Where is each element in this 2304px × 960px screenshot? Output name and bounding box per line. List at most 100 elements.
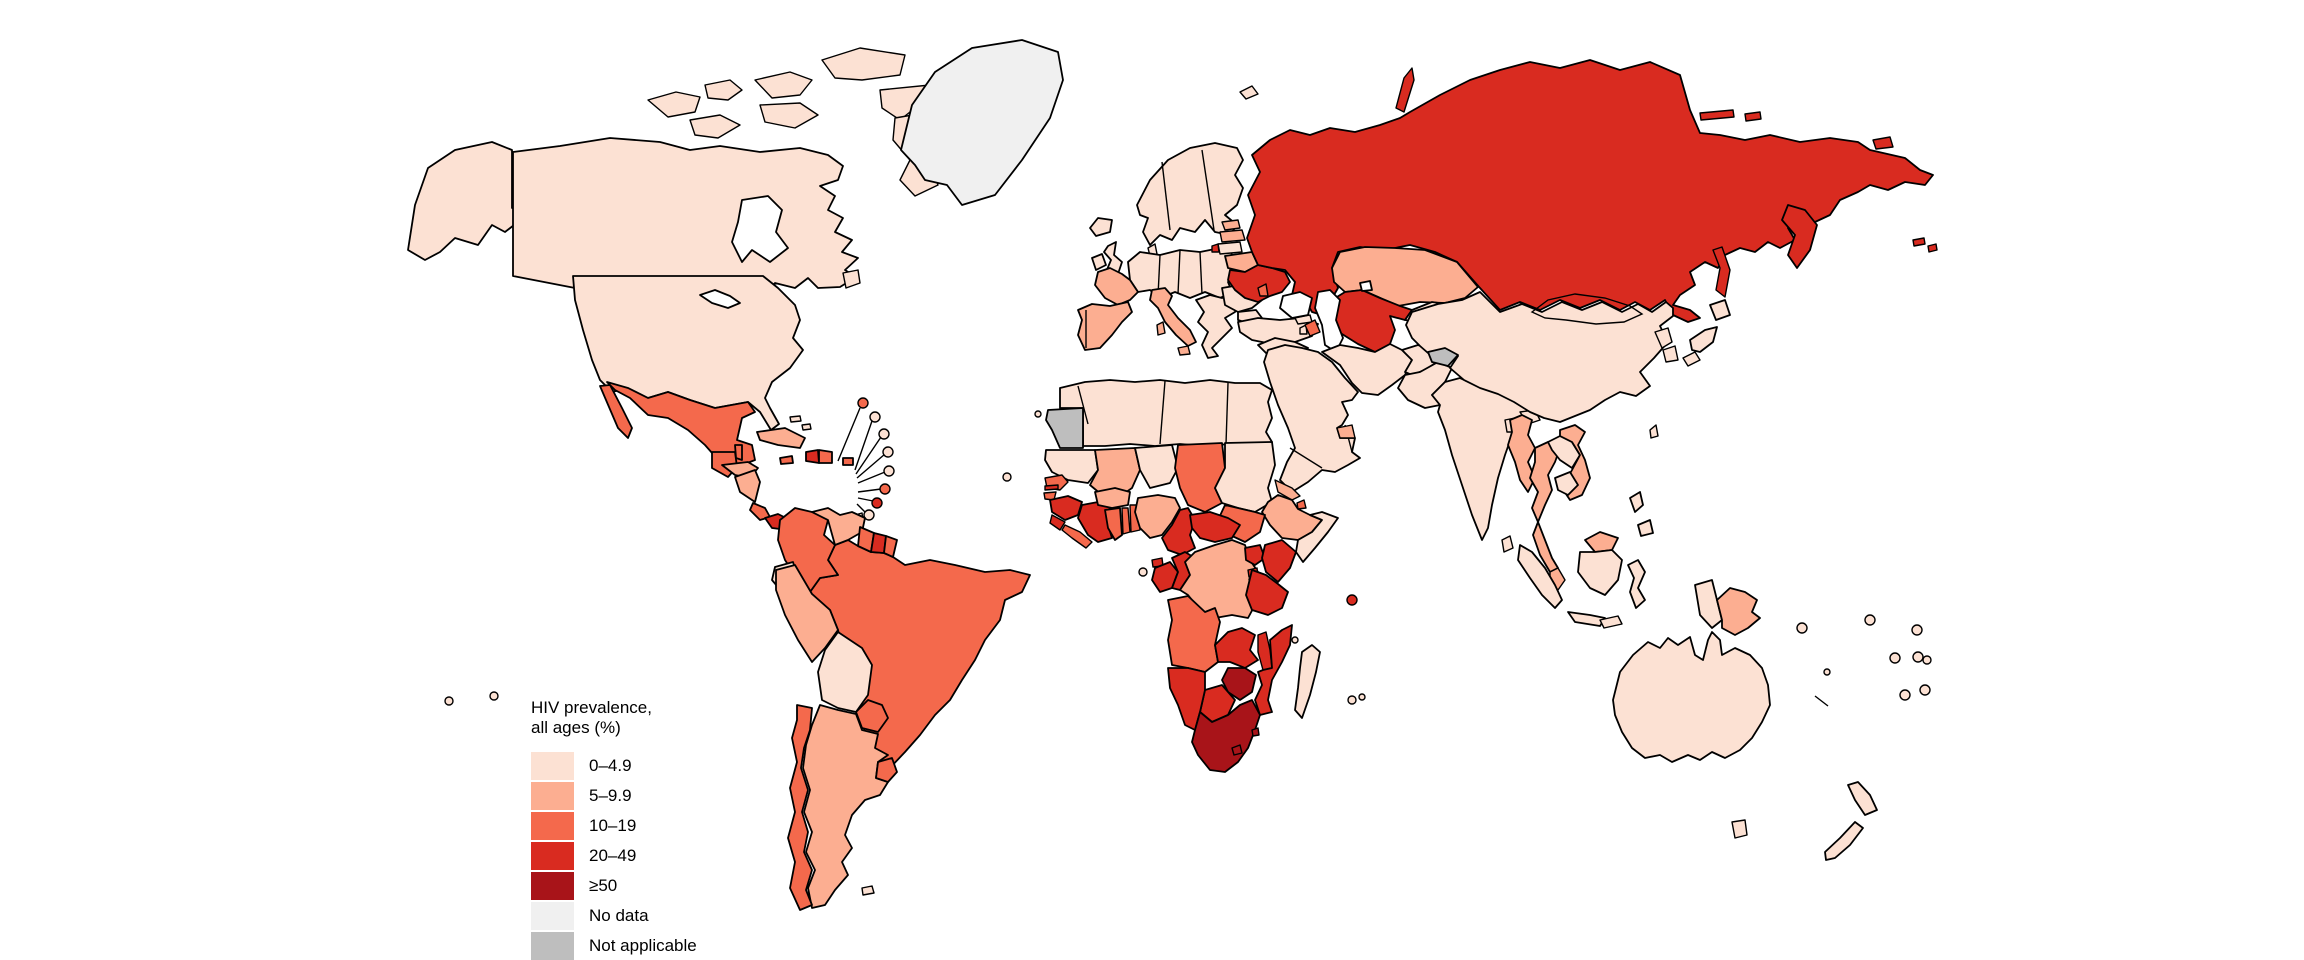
- country-madagascar: [1294, 644, 1321, 719]
- country-pacific-island: [1922, 655, 1932, 665]
- country-arctic-island: [759, 102, 819, 129]
- country-jamaica: [779, 455, 794, 465]
- legend-title-line1: HIV prevalence,: [531, 698, 652, 717]
- country-new-zealand-south: [1824, 821, 1864, 861]
- country-kuril: [1912, 237, 1926, 247]
- country-dominican-republic: [818, 449, 833, 464]
- country-kenya: [1261, 539, 1297, 583]
- country-azerbaijan: [1304, 319, 1321, 337]
- country-iberia: [1077, 301, 1133, 351]
- country-sierra-leone: [1049, 514, 1066, 531]
- country-seychelles: [1346, 594, 1358, 606]
- country-papua-new-guinea: [1716, 587, 1761, 636]
- country-kalimantan: [1577, 549, 1623, 596]
- legend-swatch-0-4-9: [531, 752, 574, 780]
- aral-sea: [1359, 280, 1373, 292]
- country-japan-south: [1682, 351, 1701, 367]
- country-uganda: [1244, 544, 1266, 566]
- country-peru: [775, 564, 839, 663]
- country-pacific-island: [1796, 622, 1808, 634]
- country-caribbean-island: [871, 497, 883, 509]
- country-puerto-rico: [842, 457, 854, 466]
- country-mozambique: [1254, 624, 1293, 716]
- country-sicily: [1177, 345, 1191, 356]
- country-zambia: [1214, 627, 1259, 669]
- country-eswatini: [1251, 727, 1260, 737]
- country-tasmania: [1731, 819, 1748, 839]
- legend-swatch-not-applicable: [531, 932, 574, 960]
- legend-swatch-5-9-9: [531, 782, 574, 810]
- country-svalbard: [1239, 85, 1259, 100]
- country-liberia: [1061, 524, 1093, 549]
- country-kashmir: [1427, 347, 1459, 367]
- leader-line: [856, 503, 866, 513]
- country-france: [1094, 267, 1139, 306]
- country-mexico: [606, 381, 756, 468]
- country-severnaya: [1699, 109, 1735, 121]
- country-gambia: [1044, 484, 1059, 491]
- legend-row: ≥50: [531, 872, 697, 900]
- country-cape-verde: [1002, 472, 1012, 482]
- country-caribbean-island: [863, 509, 875, 521]
- country-burkina-faso: [1094, 487, 1131, 509]
- legend-row: Not applicable: [531, 932, 697, 960]
- legend-row: 0–4.9: [531, 752, 697, 780]
- country-nicaragua: [734, 469, 761, 503]
- country-caribbean-island: [878, 428, 890, 440]
- country-lesotho: [1231, 744, 1243, 756]
- country-kuril: [1927, 243, 1938, 253]
- country-western-sahara: [1045, 407, 1084, 449]
- country-japan-hokkaido: [1709, 299, 1731, 321]
- country-iceland: [1089, 217, 1113, 237]
- country-moldova: [1257, 283, 1269, 297]
- country-pacific-island: [1864, 614, 1876, 626]
- country-sumatra: [1517, 544, 1563, 609]
- country-caribbean-island: [882, 446, 894, 458]
- country-sri-lanka: [1501, 535, 1514, 553]
- yemen-border: [1289, 447, 1323, 469]
- norway-sweden-border: [1161, 161, 1171, 231]
- great-lakes: [699, 289, 741, 309]
- country-sardinia: [1156, 321, 1166, 336]
- hudson-bay: [731, 195, 789, 263]
- country-sao-tome: [1138, 567, 1148, 577]
- country-new-zealand-north: [1847, 781, 1878, 816]
- country-greenland: [900, 39, 1064, 206]
- legend-title-line2: all ages (%): [531, 718, 621, 737]
- country-north-africa: [1059, 379, 1273, 447]
- legend-swatch-20-49: [531, 842, 574, 870]
- country-belize: [734, 444, 743, 461]
- country-cambodia: [1554, 471, 1579, 496]
- leader-line: [857, 488, 882, 493]
- country-novaya-zemlya: [1395, 67, 1415, 113]
- country-dr-congo: [1179, 539, 1259, 619]
- country-arctic-island: [704, 79, 743, 101]
- morocco-algeria-border: [1077, 385, 1089, 425]
- country-kamchatka: [1781, 204, 1818, 269]
- legend-swatch-10-19: [531, 812, 574, 840]
- country-arctic-island: [754, 71, 813, 99]
- legend-row: 5–9.9: [531, 782, 697, 810]
- leader-line: [854, 420, 873, 471]
- country-china: [1405, 291, 1674, 423]
- legend-label: 5–9.9: [589, 786, 632, 805]
- country-bahamas: [789, 415, 802, 423]
- country-haiti: [805, 449, 820, 464]
- country-malaysia-borneo: [1584, 531, 1619, 553]
- new-caledonia: [1814, 695, 1829, 707]
- leader-line: [857, 497, 874, 502]
- country-caribbean-island: [869, 411, 881, 423]
- legend-label: ≥50: [589, 876, 618, 895]
- country-north-korea: [1654, 327, 1673, 349]
- country-pacific-island: [1912, 651, 1924, 663]
- legend-label: 20–49: [589, 846, 637, 865]
- leader-line: [856, 453, 886, 479]
- country-ghana: [1104, 507, 1123, 541]
- country-central-europe: [1127, 247, 1239, 299]
- country-arctic-island: [647, 91, 701, 118]
- country-arctic-island: [689, 114, 741, 139]
- country-djibouti: [1296, 499, 1307, 510]
- legend-swatch-no-data: [531, 902, 574, 930]
- country-japan-honshu: [1689, 326, 1718, 353]
- legend-swatch-50plus: [531, 872, 574, 900]
